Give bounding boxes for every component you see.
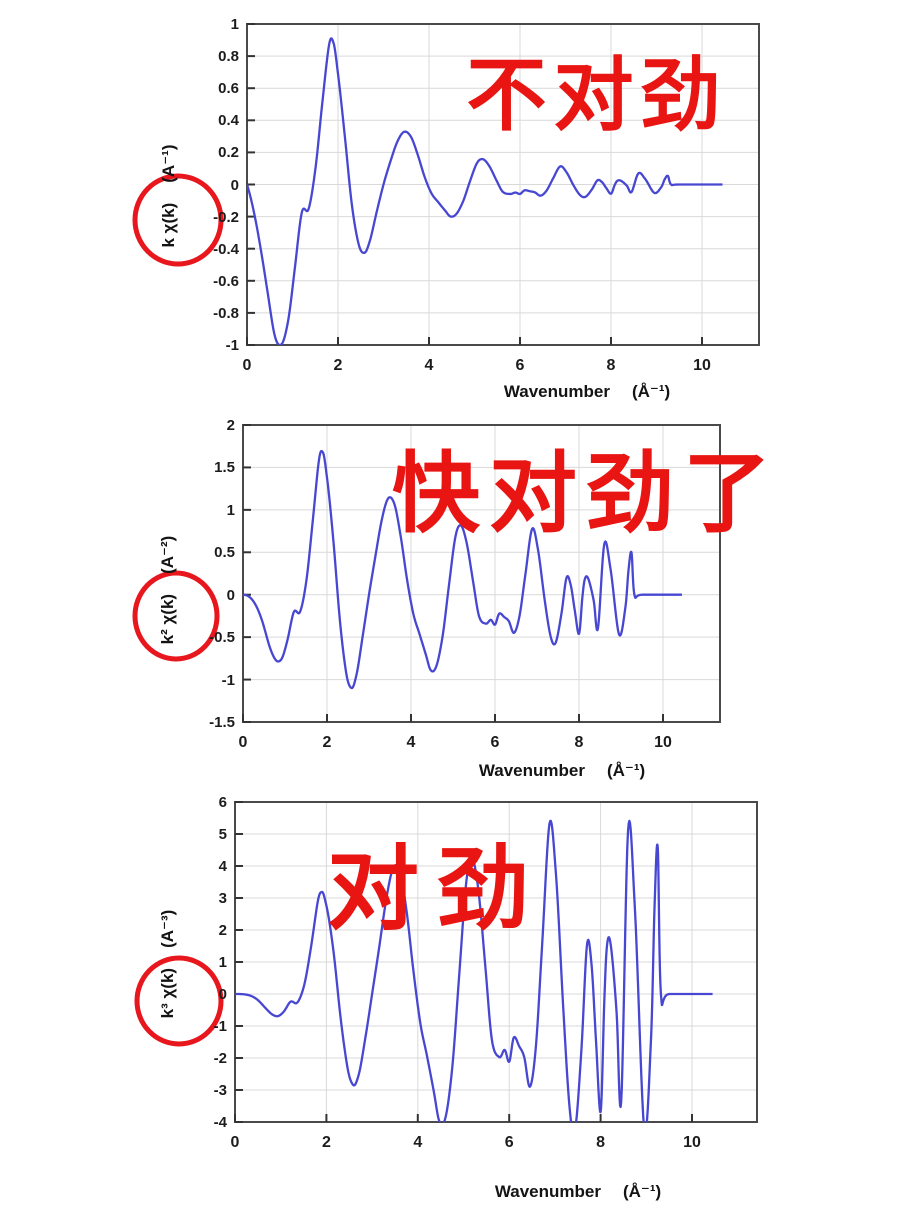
x-axis-unit: (Å⁻¹) [631,382,671,401]
y-tick-label: -2 [213,1050,227,1067]
y-tick-label: -0.6 [213,272,239,290]
chi-curve [247,37,723,345]
x-tick-label: 2 [333,357,343,374]
x-tick-label: 8 [574,734,584,751]
x-axis-label-text: Wavenumber [494,1182,601,1201]
y-tick-label: 0.8 [218,48,239,66]
y-tick-label: -0.2 [213,208,239,226]
x-axis-label-panel1: Wavenumber (Å⁻¹) [504,382,670,402]
y-tick-label: -1 [225,337,239,354]
y-tick-label: 3 [218,890,227,907]
y-axis-label-text: k² χ(k) [158,593,177,645]
x-axis-label-panel2: Wavenumber (Å⁻¹) [479,761,645,781]
y-tick-label: 2 [218,922,227,939]
annotation-almost-right: 快对劲了 [391,444,781,543]
y-tick-label: 0.6 [218,80,239,98]
x-axis-unit: (Å⁻¹) [622,1182,662,1201]
y-tick-label: -1 [221,671,235,689]
chi-curve [235,819,713,1122]
x-tick-label: 10 [654,734,672,751]
y-tick-label: 0 [226,586,235,604]
y-tick-label: 1.5 [214,459,235,477]
red-circle-icon [132,173,224,267]
y-tick-label: 0.2 [218,144,239,162]
x-tick-label: 6 [504,1134,514,1151]
x-tick-label: 4 [406,734,416,751]
y-axis-unit: (A⁻²) [158,535,177,574]
y-tick-label: -1 [213,1018,227,1035]
y-axis-label-panel1: k χ(k) (A⁻¹) [159,145,179,248]
y-tick-label: 0.4 [218,112,239,130]
x-tick-label: 0 [230,1134,240,1151]
y-tick-label: -4 [213,1114,227,1131]
x-tick-label: 4 [424,357,434,374]
x-axis-label-text: Wavenumber [478,761,585,780]
annotation-not-right: 不对劲 [466,51,728,140]
y-tick-label: -0.8 [213,304,239,322]
y-axis-unit: (A⁻¹) [159,144,178,183]
x-tick-label: 2 [321,1134,331,1151]
x-tick-label: 8 [596,1134,606,1151]
y-tick-label: -1.5 [209,714,235,731]
y-tick-label: 1 [226,501,235,519]
x-tick-label: 6 [490,734,500,751]
x-tick-label: 0 [238,734,248,751]
y-tick-label: 6 [218,794,227,811]
plot-frame [242,424,721,723]
y-tick-label: 2 [226,417,235,434]
y-tick-label: 4 [218,858,227,875]
chi-curve [243,449,682,690]
x-axis-unit: (Å⁻¹) [606,761,646,780]
x-tick-label: 8 [606,357,616,374]
y-tick-label: -0.4 [213,240,239,258]
y-tick-label: -3 [213,1082,227,1099]
x-axis-label-panel3: Wavenumber (Å⁻¹) [495,1182,661,1202]
y-tick-label: 1 [230,16,239,33]
y-tick-label: 0 [230,176,239,194]
y-axis-label-text: k χ(k) [159,202,178,248]
y-tick-label: -0.5 [209,629,235,647]
annotation-right: 对劲 [326,839,548,941]
red-circle-icon [132,570,220,662]
x-tick-label: 4 [413,1134,423,1151]
x-axis-label-text: Wavenumber [503,382,610,401]
x-tick-label: 2 [322,734,332,751]
red-circle-icon [134,955,224,1047]
x-tick-label: 10 [683,1134,701,1151]
y-axis-label-panel2: k² χ(k) (A⁻²) [158,536,178,645]
x-tick-label: 10 [693,357,711,374]
x-tick-label: 6 [515,357,525,374]
y-tick-label: 1 [218,954,227,971]
y-tick-label: 5 [218,826,227,843]
y-tick-label: 0.5 [214,544,235,562]
y-tick-label: 0 [218,986,227,1003]
x-tick-label: 0 [242,357,252,374]
